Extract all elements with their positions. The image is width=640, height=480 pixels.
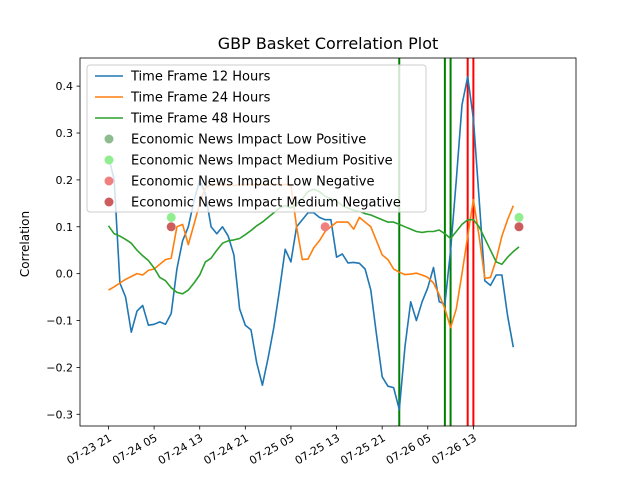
legend-marker-swatch <box>104 155 114 165</box>
plot-frame <box>79 57 577 427</box>
legend-box <box>86 64 427 213</box>
event-markers <box>166 212 524 232</box>
y-axis: −0.3 −0.2 −0.1 0.0 0.1 0.2 0.3 0.4 <box>46 80 80 421</box>
y-tick-label: −0.1 <box>46 315 73 328</box>
legend-label: Time Frame 48 Hours <box>130 112 271 127</box>
y-tick-label: 0.0 <box>56 268 74 281</box>
chart-title: GBP Basket Correlation Plot <box>218 34 439 53</box>
event-marker <box>514 212 524 222</box>
event-marker <box>514 222 524 232</box>
series-line-1 <box>107 76 515 411</box>
y-tick-label: 0.4 <box>56 80 74 93</box>
y-axis-label: Correlation <box>18 211 32 277</box>
event-marker <box>320 222 330 232</box>
y-tick-label: 0.3 <box>56 127 74 140</box>
legend-label: Time Frame 12 Hours <box>130 70 271 85</box>
legend-marker-swatch <box>104 176 114 186</box>
legend-label: Economic News Impact Low Positive <box>131 133 366 148</box>
y-tick-label: −0.2 <box>46 361 73 374</box>
y-tick-label: −0.3 <box>46 408 73 421</box>
legend-label: Economic News Impact Low Negative <box>131 175 375 190</box>
series-line-2 <box>108 183 515 329</box>
legend-label: Economic News Impact Medium Negative <box>131 196 401 211</box>
legend-label: Economic News Impact Medium Positive <box>131 154 393 169</box>
legend-marker-swatch <box>104 134 114 144</box>
legend-marker-swatch <box>104 197 114 207</box>
legend: Time Frame 12 Hours Time Frame 24 Hours Ti… <box>86 64 427 213</box>
legend-label: Time Frame 24 Hours <box>130 91 271 106</box>
event-marker <box>166 212 176 222</box>
y-tick-label: 0.1 <box>56 221 74 234</box>
y-tick-label: 0.2 <box>56 174 74 187</box>
event-marker <box>166 222 176 232</box>
